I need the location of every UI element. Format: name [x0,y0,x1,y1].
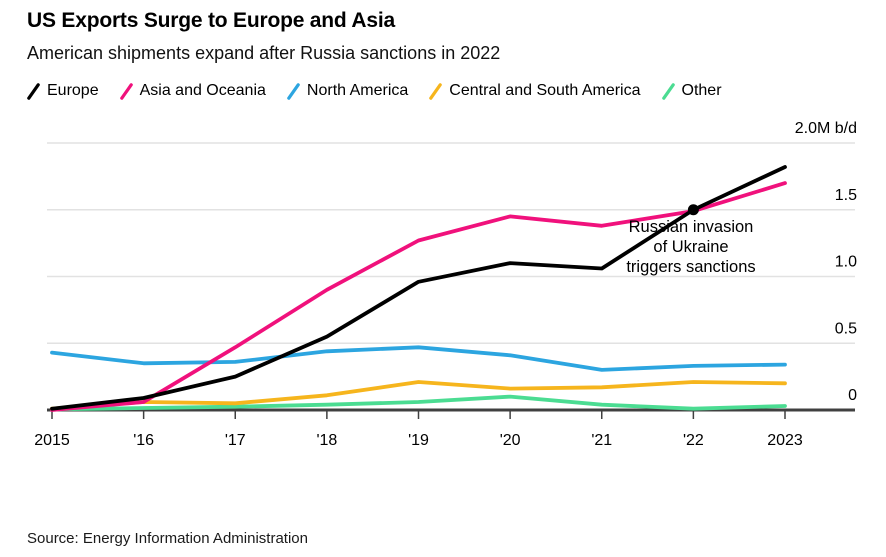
chart-subtitle: American shipments expand after Russia s… [27,43,501,63]
annotation-text: Russian invasion [629,218,754,236]
chart-svg: 0 0.5 1.0 1.5 2.0M b/d 2015 '16 '17 '18 '19 '20 '21… [34,120,857,449]
legend-item-label: Central and South America [449,82,641,99]
legend-slash-icon [287,82,300,100]
chart-legend: Europe Asia and Oceania North America Centr… [27,82,722,100]
legend-slash-icon [27,82,40,100]
series-line-central-and-south-america [50,380,787,411]
legend-item-europe: Europe [27,82,99,100]
series-line-other [50,394,787,412]
legend-item-central-and-south-america: Central and South America [429,82,641,100]
y-axis-label: 1.5 [835,187,857,204]
x-axis-label: '17 [225,432,246,449]
legend-slash-icon [429,82,443,100]
series-line-asia-and-oceania [50,181,787,412]
x-axis-label: '18 [316,432,337,449]
legend-item-asia-and-oceania: Asia and Oceania [119,82,266,100]
annotation-dot [687,204,699,216]
annotation-text: of Ukraine [653,238,728,256]
x-axis-label: 2015 [34,432,70,449]
legend-slash-icon [119,82,133,100]
y-axis-label: 2.0M b/d [795,120,857,137]
x-axis-label: '20 [500,432,521,449]
source-text: Source: Energy Information Administratio… [27,530,308,547]
chart-title: US Exports Surge to Europe and Asia [27,9,395,32]
legend-item-label: North America [306,82,409,99]
legend-item-other: Other [661,82,722,100]
legend-item-north-america: North America [287,82,408,100]
series-line-europe [50,165,787,411]
legend-item-label: Asia and Oceania [139,82,266,99]
series-line-north-america [50,345,787,372]
legend-item-label: Europe [47,82,99,99]
annotation-text: triggers sanctions [626,258,755,276]
x-axis-label: '16 [133,432,154,449]
y-axis-label: 0 [848,387,857,404]
x-axis-label: 2023 [767,432,803,449]
y-axis-label: 1.0 [835,254,857,271]
legend-slash-icon [661,82,675,100]
x-axis-label: '19 [408,432,429,449]
x-axis-label: '21 [591,432,612,449]
legend-item-label: Other [681,82,722,99]
x-axis-label: '22 [683,432,704,449]
y-axis-label: 0.5 [835,320,857,337]
line-chart: 0 0.5 1.0 1.5 2.0M b/d 2015 '16 '17 '18 '19 '20 '21… [0,110,886,460]
